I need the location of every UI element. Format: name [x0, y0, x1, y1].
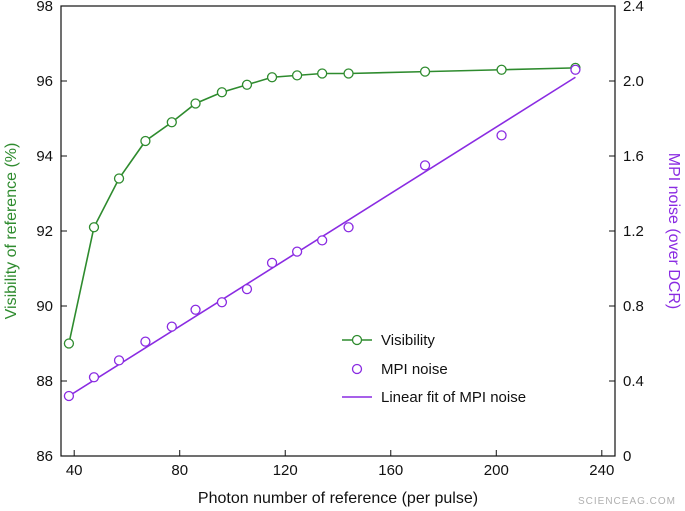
visibility-point	[496, 64, 507, 75]
visibility-point	[113, 173, 125, 184]
visibility-point	[63, 338, 75, 349]
mpi-noise-point	[291, 246, 303, 257]
visibility-point	[140, 135, 151, 147]
mpi-noise-point	[496, 130, 507, 141]
y-axis-left-title: Visibility of reference (%)	[3, 143, 20, 320]
mpi-noise-point	[317, 235, 328, 246]
x-tick-label: 240	[589, 462, 614, 479]
mpi-noise-point	[266, 257, 278, 269]
legend-fit-label: Linear fit of MPI noise	[381, 389, 526, 406]
x-axis-title: Photon number of reference (per pulse)	[198, 490, 478, 507]
mpi-noise-point	[190, 304, 201, 315]
y-right-tick-label: 2.4	[623, 0, 644, 15]
visibility-point	[88, 222, 100, 233]
visibility-point	[419, 66, 431, 77]
y-right-tick-label: 0.4	[623, 373, 644, 390]
mpi-noise-point	[113, 355, 125, 366]
legend-visibility-label: Visibility	[381, 332, 435, 349]
y-right-tick-label: 2.0	[623, 73, 644, 90]
legend-mpi-marker	[351, 363, 363, 375]
watermark: SCIENCEAG.COM	[578, 496, 676, 507]
visibility-point	[241, 79, 253, 90]
visibility-point	[291, 70, 303, 81]
y-right-tick-label: 1.6	[623, 148, 644, 165]
legend-visibility-marker	[351, 334, 363, 346]
mpi-noise-point	[216, 297, 228, 308]
y-right-tick-label: 0.8	[623, 298, 644, 315]
mpi-noise-point	[570, 64, 581, 75]
x-tick-label: 80	[171, 462, 188, 479]
y-left-tick-label: 94	[36, 148, 53, 165]
mpi-noise-point	[140, 336, 151, 347]
mpi-noise-point	[63, 390, 75, 402]
x-tick-label: 40	[66, 462, 83, 479]
y-axis-right-title: MPI noise (over DCR)	[665, 153, 682, 309]
mpi-noise-point	[166, 321, 177, 332]
visibility-point	[190, 98, 201, 109]
mpi-noise-point	[419, 160, 431, 171]
y-left-tick-label: 88	[36, 373, 53, 390]
y-left-tick-label: 98	[36, 0, 53, 15]
visibility-point	[343, 68, 354, 79]
x-axis: 40 80 120 160 200 240	[66, 450, 614, 479]
visibility-line	[68, 67, 576, 344]
y-left-tick-label: 86	[36, 448, 53, 465]
visibility-point	[216, 87, 228, 98]
y-left-tick-label: 92	[36, 223, 53, 240]
mpi-noise-point	[241, 283, 253, 295]
mpi-noise-point	[343, 222, 354, 233]
y-right-tick-label: 0	[623, 448, 631, 465]
visibility-point	[317, 68, 328, 79]
y-left-tick-label: 90	[36, 298, 53, 315]
legend-mpi-label: MPI noise	[381, 361, 448, 378]
y-axis-left: 86 88 90 92 94 96 98	[36, 0, 67, 465]
visibility-point	[166, 117, 177, 128]
mpi-noise-point	[88, 372, 100, 383]
x-tick-label: 200	[484, 462, 509, 479]
y-left-tick-label: 96	[36, 73, 53, 90]
x-tick-label: 160	[378, 462, 403, 479]
series-layer	[63, 62, 581, 402]
x-tick-label: 120	[273, 462, 298, 479]
legend: Visibility MPI noise Linear fit of MPI n…	[342, 332, 526, 406]
y-axis-right: 0 0.4 0.8 1.2 1.6 2.0 2.4	[609, 0, 644, 465]
y-right-tick-label: 1.2	[623, 223, 644, 240]
visibility-point	[266, 72, 278, 83]
